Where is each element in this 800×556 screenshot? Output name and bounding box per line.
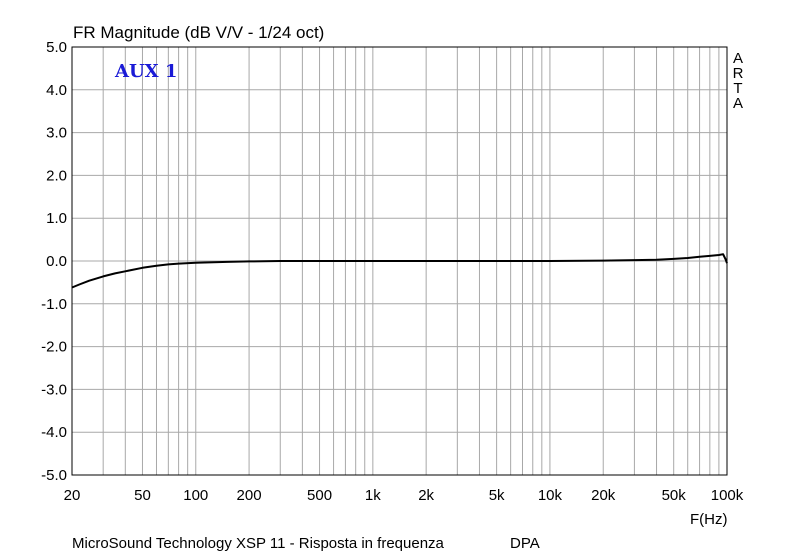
x-tick-label: 500: [307, 487, 332, 504]
series-layer: [71, 253, 728, 289]
x-axis-ticks: 20 50 100 200 500 1k 2k 5k 10k 20k 50k 100k: [64, 487, 744, 504]
y-tick-label: -2.0: [41, 339, 67, 356]
y-tick-label: 4.0: [46, 82, 67, 99]
x-tick-label: 50: [134, 487, 151, 504]
chart-title: FR Magnitude (dB V/V - 1/24 oct): [73, 23, 324, 42]
x-tick-label: 5k: [489, 487, 505, 504]
x-tick-label: 20k: [591, 487, 616, 504]
y-tick-label: 2.0: [46, 167, 67, 184]
y-tick-label: 0.0: [46, 253, 67, 270]
y-tick-label: -1.0: [41, 296, 67, 313]
series-line: [71, 253, 728, 289]
footer-caption: MicroSound Technology XSP 11 - Risposta …: [72, 535, 445, 552]
aux-annotation: AUX 1: [114, 61, 177, 82]
brand-letter: A: [733, 95, 743, 112]
y-axis-ticks: 5.0 4.0 3.0 2.0 1.0 0.0 -1.0 -2.0 -3.0 -4.0 -5.0: [41, 39, 67, 484]
y-tick-label: 1.0: [46, 210, 67, 227]
y-tick-label: 5.0: [46, 39, 67, 56]
y-tick-label: -5.0: [41, 467, 67, 484]
y-tick-label: -3.0: [41, 381, 67, 398]
footer-right-label: DPA: [510, 535, 540, 552]
brand-letter: A: [733, 50, 743, 67]
y-tick-label: 3.0: [46, 125, 67, 142]
y-tick-label: -4.0: [41, 424, 67, 441]
x-tick-label: 100: [183, 487, 208, 504]
x-tick-label: 2k: [418, 487, 434, 504]
brand-letter: T: [733, 80, 742, 97]
x-tick-label: 20: [64, 487, 81, 504]
x-tick-label: 1k: [365, 487, 381, 504]
x-tick-label: 100k: [711, 487, 744, 504]
x-tick-label: 10k: [538, 487, 563, 504]
x-tick-label: 200: [237, 487, 262, 504]
x-axis-label: F(Hz): [690, 511, 728, 528]
brand-letter: R: [733, 65, 744, 82]
x-tick-label: 50k: [662, 487, 687, 504]
